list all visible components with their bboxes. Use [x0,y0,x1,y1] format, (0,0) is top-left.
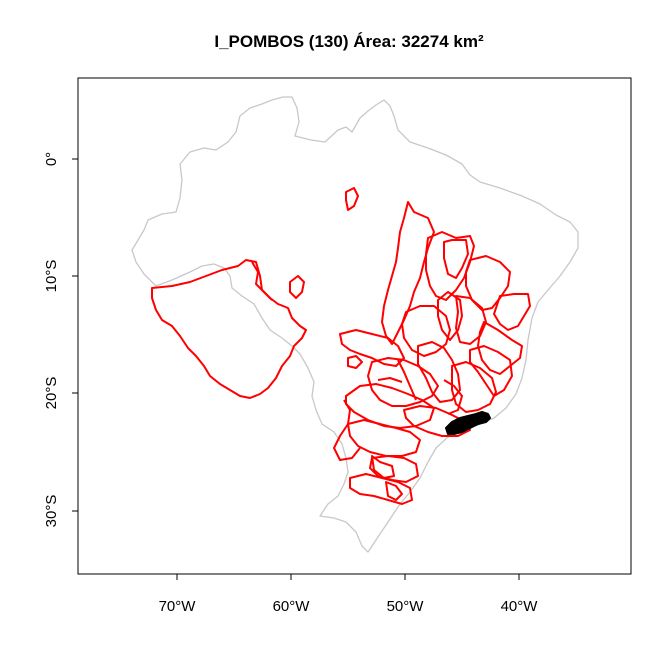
basin-uruguai [349,473,413,505]
y-tick-label: 10°S [43,260,60,293]
basin-south-2 [371,455,395,479]
basin-mid-1 [425,231,475,301]
basin-mid-2 [443,239,469,279]
x-axis: 70°W 60°W 50°W 40°W [159,574,539,615]
basin-small-1 [289,275,305,299]
map-title: I_POMBOS (130) Área: 32274 km² [214,32,484,51]
basin-central [401,305,451,357]
basin-ne-1 [443,379,463,415]
basin-paranapanema [345,383,435,429]
y-tick-label: 30°S [43,495,60,528]
basin-iguacu [347,419,421,457]
plot-frame [77,77,632,575]
basin-east-coast [477,321,523,375]
basin-parana-east [451,361,497,413]
x-tick-label: 50°W [387,598,425,615]
y-axis: 0° 10°S 20°S 30°S [43,152,78,528]
basin-sf-north [465,255,511,311]
basin-west [151,259,307,399]
basin-ne-3 [377,377,403,383]
basin-parana-north [367,357,439,407]
basin-small-2 [345,187,359,211]
basin-ne-2 [397,359,417,401]
y-tick-label: 0° [43,152,60,166]
basin-araguaia [339,329,405,367]
basin-parana-mid [417,341,461,403]
basin-sf-east [493,293,531,331]
x-tick-label: 60°W [273,598,311,615]
basin-central-3 [455,295,487,345]
basin-tiete [403,405,471,437]
basin-south-1 [369,455,419,483]
basin-central-2 [437,291,463,341]
highlighted-basin [445,411,491,435]
x-tick-label: 40°W [501,598,539,615]
y-tick-label: 20°S [43,377,60,410]
basin-outlines [151,187,531,505]
basin-small-3 [347,355,363,369]
brazil-outline [131,96,579,553]
basin-south-3 [385,481,403,501]
basin-grande [469,345,513,397]
basin-west-inner [251,261,273,301]
x-tick-label: 70°W [159,598,197,615]
basin-sw-1 [333,399,361,461]
basin-tocantins [381,201,435,345]
